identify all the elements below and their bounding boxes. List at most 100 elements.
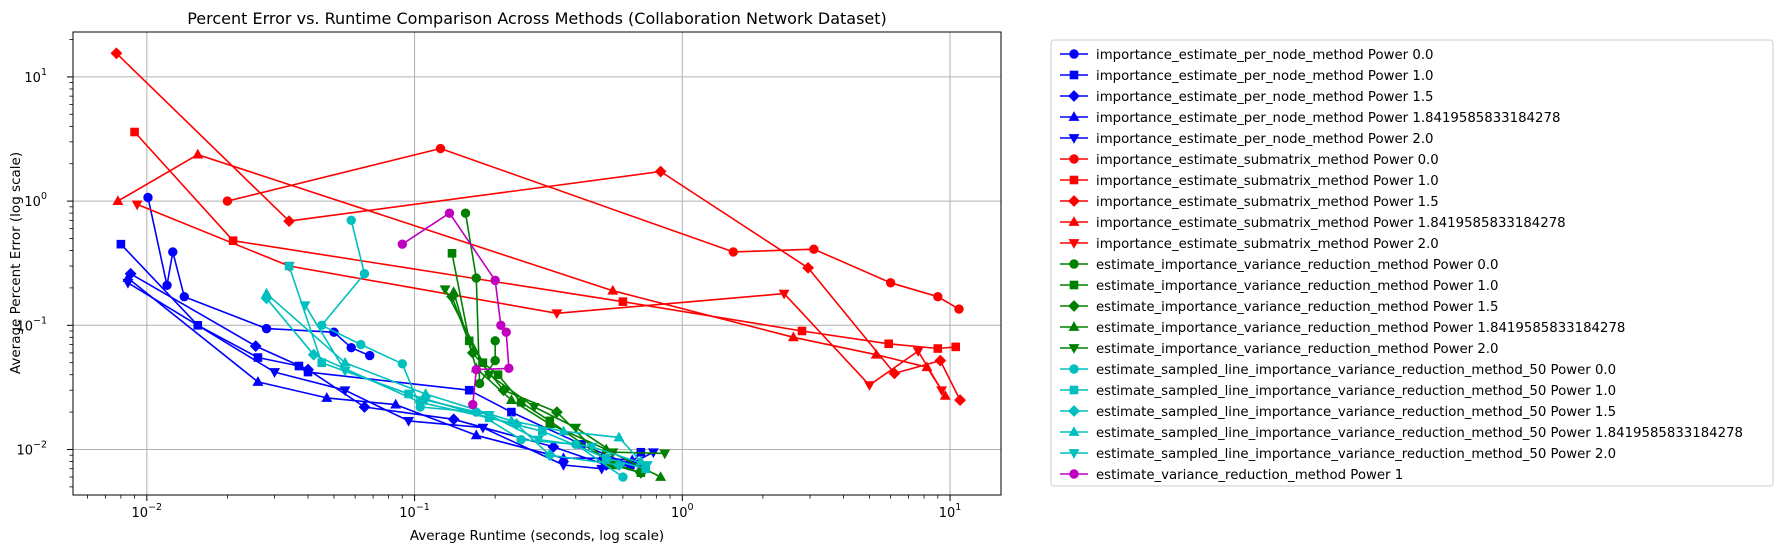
data-point	[110, 47, 123, 60]
data-point	[558, 461, 569, 471]
legend-label: importance_estimate_submatrix_method Pow…	[1096, 153, 1439, 168]
legend-marker	[1069, 175, 1079, 185]
data-point	[284, 261, 294, 271]
data-point	[143, 192, 153, 203]
data-point	[550, 406, 563, 419]
legend-marker	[1069, 259, 1079, 269]
legend-item: importance_estimate_per_node_method Powe…	[1060, 48, 1434, 63]
data-point	[504, 363, 514, 374]
data-point	[809, 244, 819, 254]
data-point	[490, 275, 500, 286]
legend-label: estimate_sampled_line_importance_varianc…	[1096, 426, 1743, 441]
data-point	[464, 385, 474, 395]
legend-item: estimate_sampled_line_importance_varianc…	[1060, 426, 1743, 441]
data-point	[283, 215, 296, 228]
data-point	[339, 386, 351, 397]
data-point	[885, 278, 896, 288]
data-point	[397, 239, 408, 249]
data-point	[468, 399, 478, 410]
data-point	[470, 429, 482, 440]
y-axis-label: Average Percent Error (log scale)	[8, 152, 24, 374]
data-point	[939, 390, 951, 400]
series	[439, 285, 671, 460]
data-point	[516, 434, 526, 445]
plot-area	[110, 47, 966, 482]
data-point	[397, 359, 408, 369]
data-point	[471, 364, 481, 375]
legend-label: importance_estimate_per_node_method Powe…	[1096, 48, 1434, 63]
y-tick-label: 10−2	[16, 439, 47, 458]
grid	[73, 32, 1001, 495]
legend-marker	[1069, 469, 1079, 479]
legend-marker	[1069, 154, 1079, 164]
data-point	[641, 461, 653, 471]
chart-title: Percent Error vs. Runtime Comparison Acr…	[187, 9, 887, 28]
legend-item: estimate_importance_variance_reduction_m…	[1060, 342, 1498, 357]
legend-label: importance_estimate_submatrix_method Pow…	[1096, 237, 1439, 252]
data-point	[505, 415, 517, 425]
data-point	[618, 472, 628, 482]
legend-marker	[1068, 216, 1080, 226]
legend-item: estimate_importance_variance_reduction_m…	[1060, 279, 1498, 294]
legend-label: importance_estimate_per_node_method Powe…	[1096, 69, 1434, 84]
data-point	[884, 339, 893, 349]
legend-label: estimate_variance_reduction_method Power…	[1096, 468, 1403, 483]
data-point	[302, 363, 314, 376]
data-point	[474, 378, 485, 389]
data-point	[390, 398, 402, 409]
legend-label: estimate_importance_variance_reduction_m…	[1096, 279, 1498, 294]
legend-item: importance_estimate_submatrix_method Pow…	[1060, 195, 1439, 210]
legend-label: estimate_sampled_line_importance_varianc…	[1096, 363, 1616, 378]
legend-label: importance_estimate_per_node_method Powe…	[1096, 90, 1434, 105]
data-point	[192, 148, 204, 159]
legend-marker	[1068, 321, 1080, 331]
x-tick-label: 100	[671, 502, 694, 521]
data-point	[654, 165, 667, 178]
x-tick-label: 10−1	[399, 502, 430, 521]
data-point	[547, 440, 560, 453]
y-tick-label: 10−1	[16, 315, 47, 334]
series	[317, 215, 628, 482]
legend-item: importance_estimate_submatrix_method Pow…	[1060, 216, 1566, 231]
data-point	[655, 471, 667, 481]
data-point	[447, 248, 457, 258]
data-point	[261, 287, 272, 298]
data-point	[538, 427, 547, 436]
data-point	[346, 215, 356, 226]
legend-marker	[1068, 300, 1080, 312]
legend-label: estimate_importance_variance_reduction_m…	[1096, 342, 1498, 357]
data-point	[339, 356, 351, 367]
legend-label: estimate_sampled_line_importance_varianc…	[1096, 405, 1616, 420]
legend-item: estimate_importance_variance_reduction_m…	[1060, 258, 1498, 273]
data-point	[596, 464, 608, 475]
data-point	[507, 407, 516, 417]
data-point	[252, 376, 264, 386]
legend-marker	[1068, 195, 1080, 207]
legend-item: estimate_sampled_line_importance_varianc…	[1060, 405, 1616, 420]
y-tick-label: 100	[24, 191, 47, 210]
legend-item: estimate_importance_variance_reduction_m…	[1060, 300, 1498, 315]
legend-item: estimate_sampled_line_importance_varianc…	[1060, 384, 1616, 399]
x-tick-label: 10−2	[132, 502, 163, 521]
data-point	[483, 410, 495, 421]
data-point	[439, 285, 451, 296]
legend-marker	[1068, 239, 1080, 249]
legend-label: importance_estimate_submatrix_method Pow…	[1096, 216, 1566, 231]
data-point	[528, 403, 540, 413]
legend-label: estimate_importance_variance_reduction_m…	[1096, 321, 1625, 336]
legend-marker	[1069, 49, 1079, 59]
data-point	[613, 459, 625, 471]
legend-item: importance_estimate_per_node_method Powe…	[1060, 132, 1434, 147]
data-point	[358, 401, 371, 413]
data-point	[543, 449, 556, 462]
data-point	[601, 453, 611, 463]
data-point	[490, 336, 500, 346]
data-point	[116, 239, 126, 249]
data-point	[359, 269, 370, 279]
legend-item: importance_estimate_per_node_method Powe…	[1060, 69, 1434, 84]
data-point	[933, 344, 943, 353]
data-point	[471, 273, 481, 283]
series	[299, 301, 653, 471]
data-point	[659, 449, 671, 460]
series-line	[265, 297, 620, 466]
